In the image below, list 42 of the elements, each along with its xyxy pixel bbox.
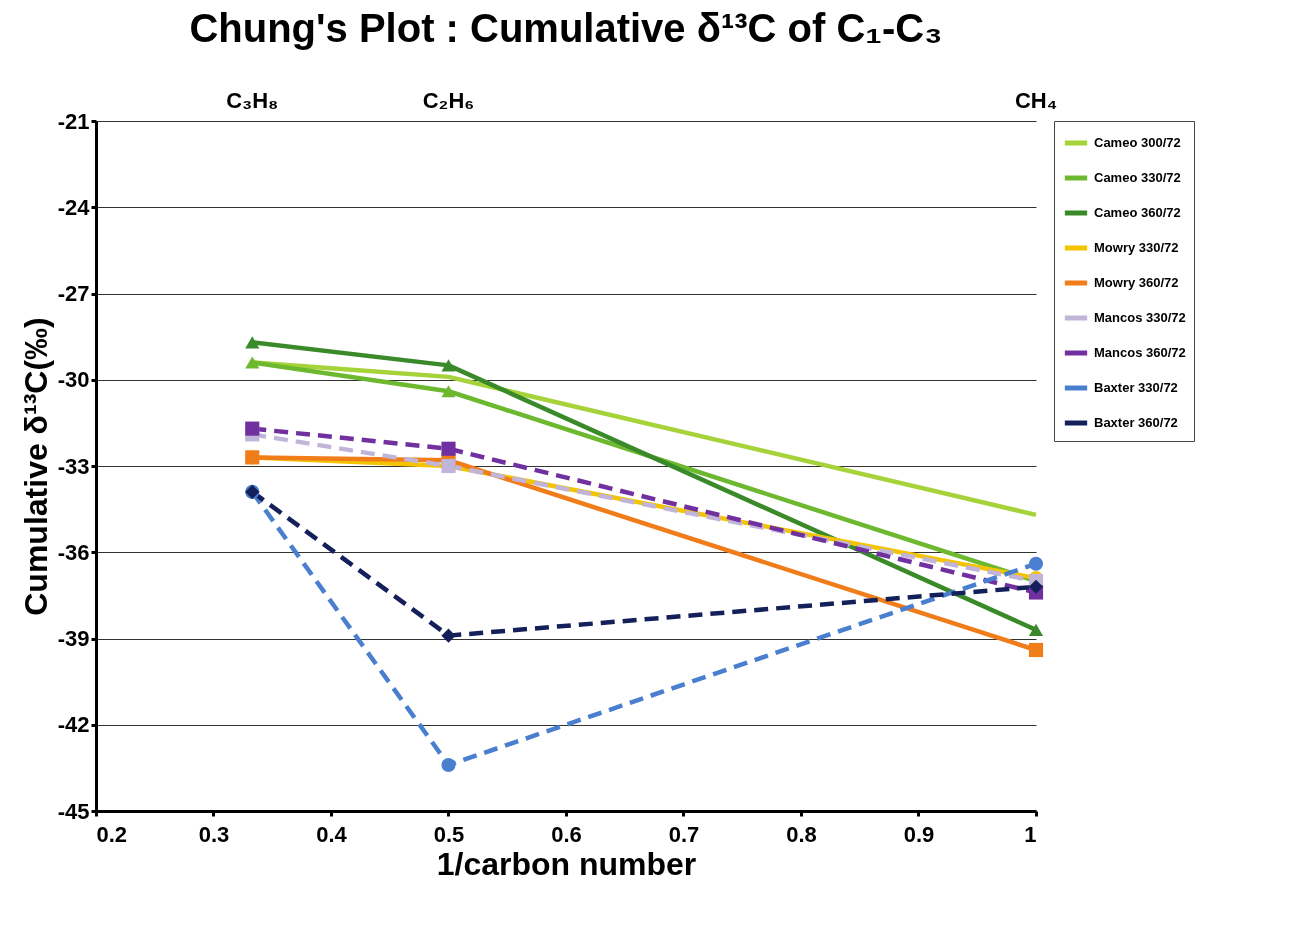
- text: CH₄: [1014, 88, 1058, 113]
- y-tick-label: -39: [57, 626, 90, 651]
- legend-label: Mowry 330/72: [1094, 240, 1179, 255]
- x-tick-label: 1: [1024, 821, 1037, 847]
- point: [1028, 623, 1044, 636]
- y-tick-label: -42: [57, 712, 90, 738]
- x-tick-label: 0.7: [668, 821, 700, 847]
- legend-label: Cameo 330/72: [1094, 170, 1181, 185]
- legend-label: Baxter 330/72: [1094, 380, 1178, 395]
- y-tick-label: -33: [57, 453, 90, 479]
- point: [245, 336, 260, 349]
- y-tick-label: -24: [57, 194, 91, 220]
- legend-label: Baxter 360/72: [1094, 415, 1178, 430]
- legend-label: Mowry 360/72: [1094, 275, 1179, 290]
- point: [245, 421, 260, 436]
- legend-label: Mancos 360/72: [1094, 345, 1186, 360]
- legend-label: Mancos 330/72: [1094, 310, 1186, 325]
- point: [441, 757, 456, 773]
- chart-title: Chung's Plot : Cumulative δ¹³C of C₁-C₃: [189, 6, 943, 50]
- point: [441, 441, 456, 456]
- y-tick-label: -27: [57, 281, 90, 306]
- x-tick-label: 0.2: [96, 821, 128, 847]
- y-axis-title: Cumulative δ¹³C(‰): [17, 317, 54, 616]
- legend-label: Cameo 300/72: [1094, 135, 1181, 150]
- x-tick-label: 0.6: [551, 821, 582, 847]
- x-tick-label: 0.4: [316, 821, 348, 847]
- y-tick-label: -21: [57, 108, 90, 134]
- x-tick-label: 0.5: [433, 821, 465, 847]
- y-tick-label: -45: [57, 798, 90, 824]
- y-tick-label: -36: [57, 539, 90, 565]
- point: [1028, 642, 1044, 658]
- point: [1028, 556, 1044, 571]
- legend-label: Cameo 360/72: [1094, 205, 1181, 220]
- x-tick-label: 0.9: [903, 821, 935, 847]
- x-tick-label: 0.8: [786, 821, 817, 847]
- x-axis-title: 1/carbon number: [436, 845, 697, 882]
- x-tick-label: 0.3: [198, 821, 230, 847]
- point: [441, 628, 456, 643]
- point: [441, 359, 456, 372]
- text: C₃H₈: [226, 88, 279, 113]
- y-tick-label: -30: [57, 367, 90, 393]
- text: C₂H₆: [422, 88, 475, 113]
